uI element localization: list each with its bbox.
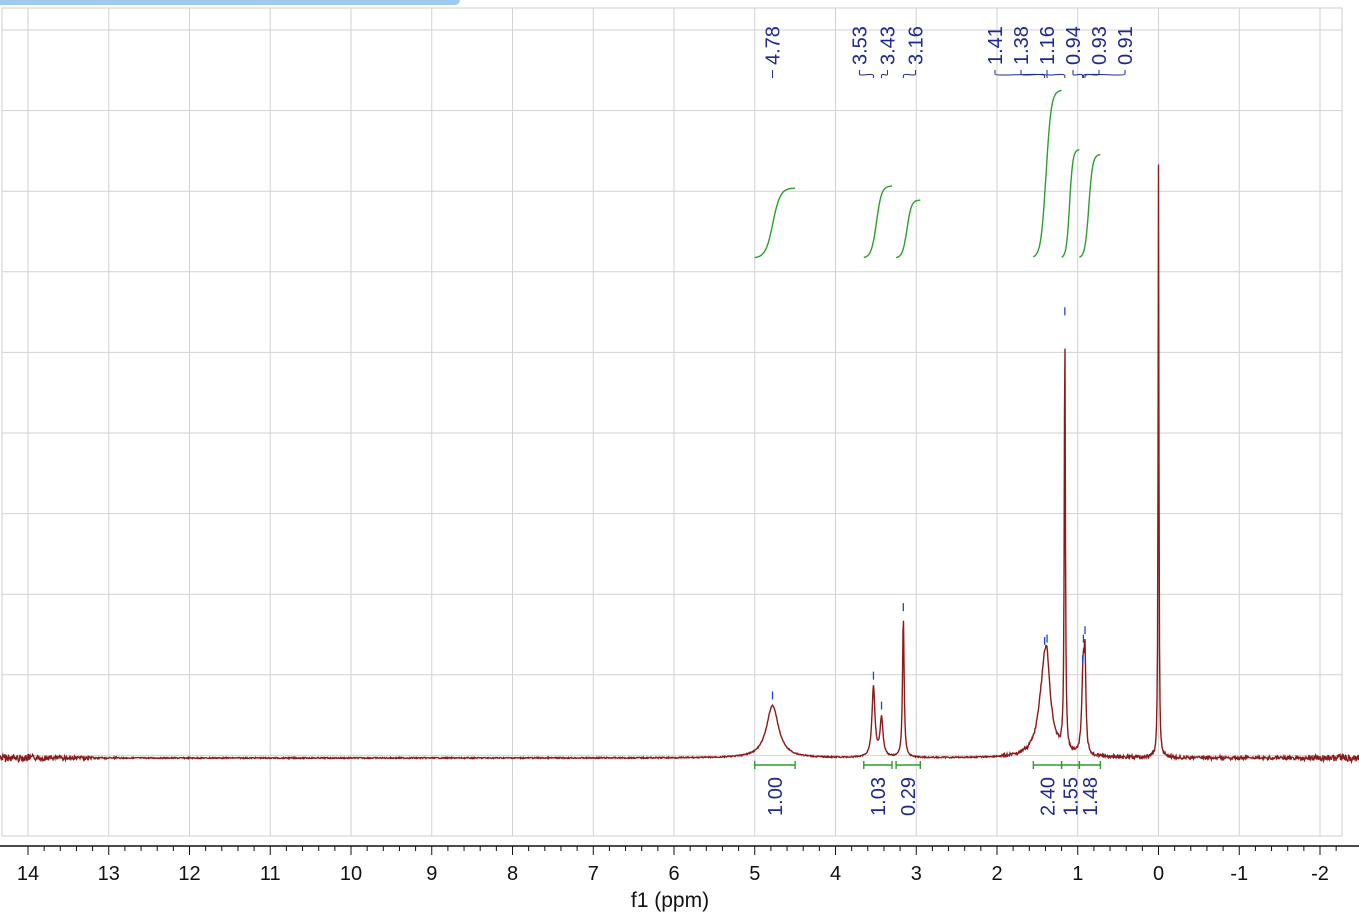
integral-curve (1032, 89, 1062, 258)
integral-curve (1079, 153, 1101, 258)
x-tick-label: 9 (426, 863, 437, 885)
x-tick-label: 1 (1072, 863, 1083, 885)
integral-curve (895, 199, 921, 259)
integral-value-label: 1.00 (765, 777, 787, 816)
x-tick-label: 12 (178, 863, 200, 885)
peak-label-connector (1084, 70, 1126, 78)
x-tick-label: 13 (98, 863, 120, 885)
integral-curve (754, 187, 796, 259)
integral-curves (754, 89, 1101, 259)
integral-value-label: 1.03 (868, 777, 890, 816)
x-tick-label: 0 (1153, 863, 1164, 885)
peak-label: 3.53 (849, 26, 871, 65)
peak-label-connector (902, 70, 916, 78)
integral-curve (1061, 149, 1080, 258)
integral-value-label: 0.29 (898, 777, 920, 816)
x-tick-label: -1 (1230, 863, 1248, 885)
x-tick-label: 7 (588, 863, 599, 885)
x-axis: 14 13 12 11 10 9 8 7 6 5 4 3 2 1 0 -1 -2 (0, 845, 1359, 885)
peak-label: 0.94 (1063, 26, 1085, 65)
x-tick-label: 8 (507, 863, 518, 885)
peak-label: 4.78 (763, 26, 785, 65)
peak-label: 3.16 (905, 26, 927, 65)
peak-label: 0.91 (1115, 26, 1137, 65)
x-tick-label: 6 (668, 863, 679, 885)
x-axis-title: f1 (ppm) (631, 889, 709, 912)
x-tick-label: 3 (911, 863, 922, 885)
x-tick-label: 4 (830, 863, 841, 885)
integral-value-label: 2.40 (1037, 777, 1059, 816)
peak-label-connector (1020, 70, 1048, 78)
x-tick-label: 11 (260, 863, 281, 885)
grid (1, 7, 1343, 837)
peak-label-connector (994, 70, 1046, 78)
window-tab-strip (0, 0, 460, 5)
plot-frame (1, 7, 1343, 837)
x-tick-label: -2 (1311, 863, 1329, 885)
peak-label: 1.41 (985, 26, 1007, 65)
peak-markers (771, 307, 1086, 710)
peak-label: 0.93 (1089, 26, 1111, 65)
peak-label: 1.38 (1011, 26, 1033, 65)
spectrum (0, 164, 1359, 765)
x-tick-label: 10 (340, 863, 362, 885)
integral-curve (863, 185, 892, 259)
integral-value-label: 1.55 (1060, 777, 1082, 816)
peak-label-connector (1046, 70, 1066, 78)
peak-label-connector (881, 70, 888, 78)
integral-value-label: 1.48 (1080, 777, 1102, 816)
peak-labels: 4.78 3.53 3.43 3.16 1.41 1.38 1.16 0.94 0.93 0.91 (763, 26, 1137, 78)
peak-label-connector (858, 70, 874, 78)
x-tick-label: 5 (749, 863, 760, 885)
peak-label: 3.43 (877, 26, 899, 65)
x-tick-label: 14 (17, 863, 39, 885)
peak-label-connector (1072, 70, 1084, 78)
spectrum-trace (0, 164, 1359, 765)
integrals: 1.00 1.03 0.29 2.40 1.551.48 (754, 761, 1102, 816)
peak-label: 1.16 (1037, 26, 1059, 65)
x-tick-label: 2 (991, 863, 1002, 885)
